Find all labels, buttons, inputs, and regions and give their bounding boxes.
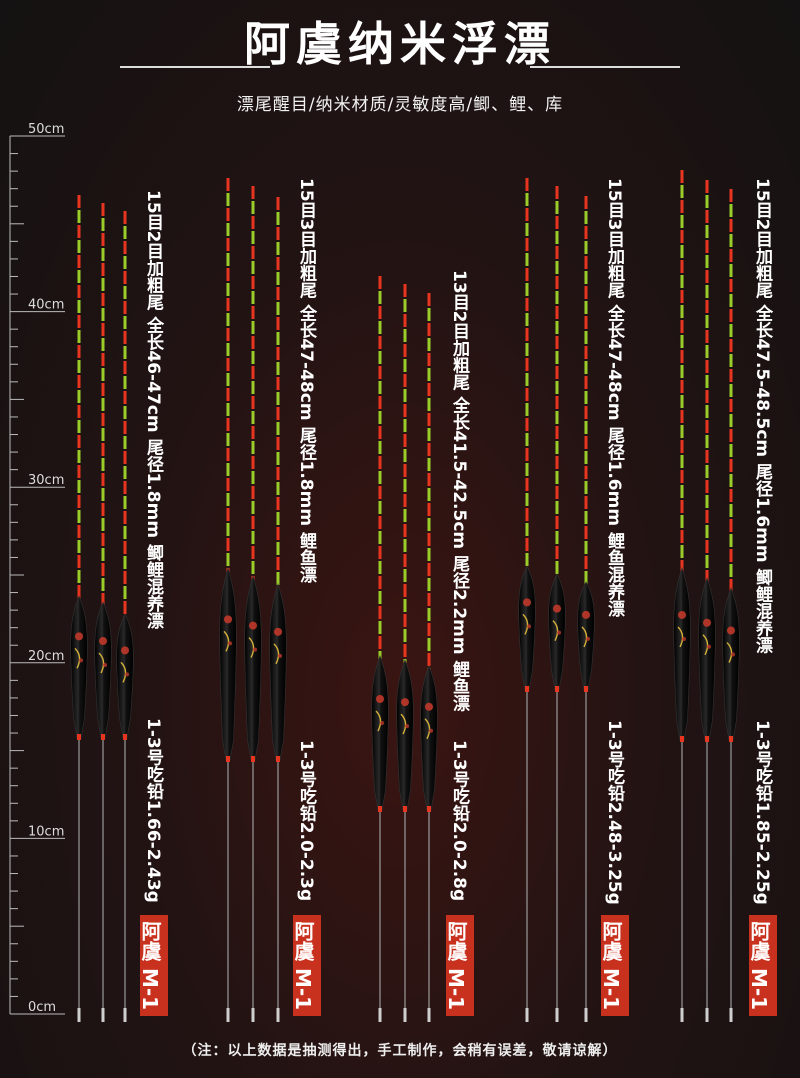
ruler-label: 10cm: [28, 824, 64, 839]
float-5-2: [698, 180, 716, 1022]
float-3-2: [396, 284, 414, 1022]
product-2-spec: 15目3目加粗尾 全长47-48cm 尾径1.8mm 鲤鱼漂: [296, 178, 316, 583]
ruler-label: 20cm: [28, 649, 64, 664]
float-5-1: [673, 170, 691, 1022]
product-1-weight: 1-3号吃铅1.66-2.43g: [143, 718, 163, 903]
float-4-1: [518, 178, 536, 1022]
float-3-1: [371, 276, 389, 1022]
float-1-1: [70, 195, 88, 1022]
product-4-brand-badge: 阿虞 M-1: [599, 915, 629, 1017]
product-1-brand-badge: 阿虞 M-1: [138, 915, 168, 1017]
float-5-3: [722, 189, 740, 1022]
page-title: 阿虞纳米浮漂: [244, 17, 556, 71]
product-3-brand-badge: 阿虞 M-1: [444, 915, 474, 1017]
float-2-2: [244, 186, 262, 1022]
product-3-spec: 13目2目加粗尾 全长41.5-42.5cm 尾径2.2mm 鲤鱼漂: [449, 270, 469, 712]
footer-note: （注：以上数据是抽测得出，手工制作，会稍有误差，敬请谅解）: [182, 1043, 618, 1059]
product-5-spec: 15目2目加粗尾 全长47.5-48.5cm 尾径1.6mm 鲫鲤混养漂: [752, 178, 772, 654]
title-divider-left: [120, 66, 270, 68]
product-2-brand-badge: 阿虞 M-1: [291, 915, 321, 1017]
float-3-3: [420, 293, 438, 1022]
product-4-weight: 1-3号吃铅2.48-3.25g: [604, 720, 624, 905]
title-divider-right: [530, 66, 680, 68]
product-5-brand-badge: 阿虞 M-1: [747, 915, 777, 1017]
ruler-label: 50cm: [28, 122, 64, 137]
float-1-2: [94, 203, 112, 1022]
ruler-label: 0cm: [28, 1000, 56, 1015]
float-1-3: [116, 211, 134, 1022]
product-4-spec: 15目3目加粗尾 全长47-48cm 尾径1.6mm 鲤鱼混养漂: [604, 178, 624, 617]
ruler-label: 30cm: [28, 473, 64, 488]
float-4-3: [577, 196, 595, 1022]
product-5-weight: 1-3号吃铅1.85-2.25g: [752, 720, 772, 905]
float-2-3: [269, 197, 287, 1022]
product-1-spec: 15目2目加粗尾 全长46-47cm 尾径1.8mm 鲫鲤混养漂: [143, 190, 163, 629]
page-subtitle: 漂尾醒目/纳米材质/灵敏度高/鲫、鲤、库: [236, 95, 564, 115]
float-2-1: [219, 178, 237, 1022]
ruler-label: 40cm: [28, 298, 64, 313]
product-2-weight: 1-3号吃铅2.0-2.3g: [296, 740, 316, 902]
float-4-2: [548, 186, 566, 1022]
product-3-weight: 1-3号吃铅2.0-2.8g: [449, 740, 469, 902]
